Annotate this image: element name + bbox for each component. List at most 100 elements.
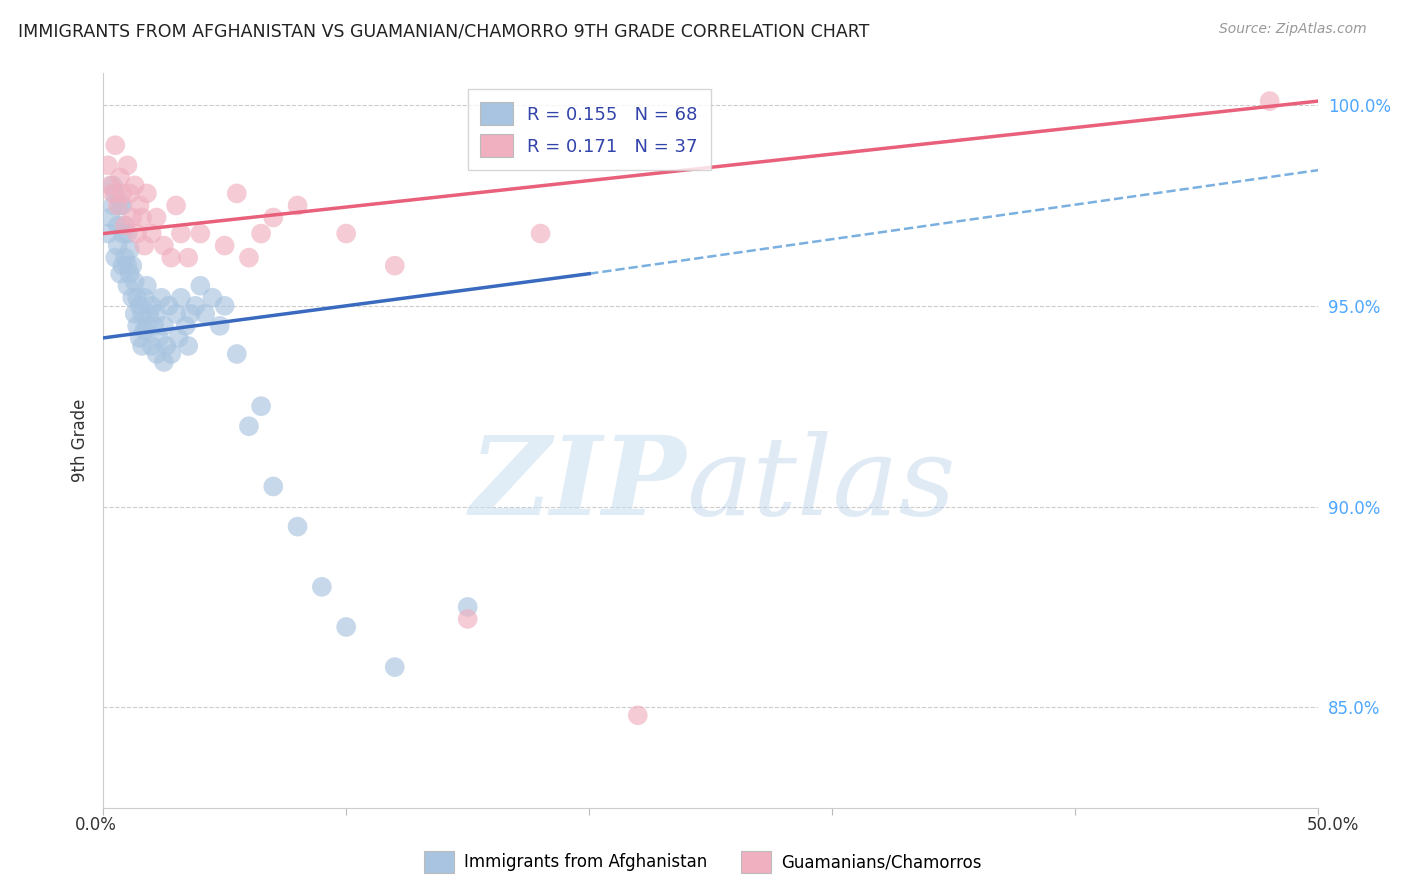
Point: [335, 227, 357, 241]
Point: [143, 318, 166, 333]
Point: [127, 318, 149, 333]
Point: [107, 238, 129, 252]
Point: [157, 299, 180, 313]
Point: [127, 227, 149, 241]
Point: [225, 186, 247, 201]
Point: [335, 620, 357, 634]
Point: [111, 259, 134, 273]
Y-axis label: 9th Grade: 9th Grade: [72, 399, 89, 482]
Point: [238, 251, 260, 265]
Point: [108, 170, 131, 185]
Point: [184, 299, 207, 313]
Point: [118, 267, 141, 281]
Point: [170, 227, 193, 241]
Point: [188, 227, 211, 241]
Point: [238, 419, 260, 434]
Point: [135, 318, 157, 333]
Point: [311, 580, 333, 594]
Point: [627, 708, 650, 723]
Point: [128, 331, 150, 345]
Text: ZIP: ZIP: [470, 431, 686, 538]
Point: [128, 198, 150, 212]
Point: [104, 186, 127, 201]
Legend: Immigrants from Afghanistan, Guamanians/Chamorros: Immigrants from Afghanistan, Guamanians/…: [418, 845, 988, 880]
Point: [214, 238, 236, 252]
Point: [134, 323, 156, 337]
Point: [121, 211, 143, 225]
Point: [148, 331, 170, 345]
Point: [101, 178, 124, 193]
Point: [250, 227, 273, 241]
Point: [174, 318, 197, 333]
Point: [97, 158, 120, 172]
Point: [165, 307, 187, 321]
Point: [107, 198, 129, 212]
Point: [118, 186, 141, 201]
Point: [100, 178, 122, 193]
Point: [104, 138, 127, 153]
Point: [114, 219, 136, 233]
Legend: R = 0.155   N = 68, R = 0.171   N = 37: R = 0.155 N = 68, R = 0.171 N = 37: [468, 89, 710, 170]
Text: Source: ZipAtlas.com: Source: ZipAtlas.com: [1219, 22, 1367, 37]
Point: [124, 178, 146, 193]
Point: [134, 291, 156, 305]
Point: [135, 278, 157, 293]
Point: [1258, 94, 1281, 108]
Point: [165, 198, 187, 212]
Point: [160, 347, 183, 361]
Point: [101, 198, 124, 212]
Point: [145, 307, 167, 321]
Point: [121, 291, 143, 305]
Point: [250, 399, 273, 413]
Point: [153, 318, 176, 333]
Text: 0.0%: 0.0%: [75, 816, 117, 834]
Point: [262, 479, 284, 493]
Point: [104, 251, 127, 265]
Point: [117, 259, 139, 273]
Point: [131, 211, 153, 225]
Point: [180, 307, 202, 321]
Point: [457, 612, 479, 626]
Point: [188, 278, 211, 293]
Text: atlas: atlas: [686, 431, 956, 538]
Point: [107, 219, 129, 233]
Point: [114, 251, 136, 265]
Point: [117, 278, 139, 293]
Point: [127, 291, 149, 305]
Point: [97, 227, 120, 241]
Point: [262, 211, 284, 225]
Point: [194, 307, 217, 321]
Point: [177, 251, 200, 265]
Point: [117, 227, 139, 241]
Point: [141, 299, 163, 313]
Point: [128, 299, 150, 313]
Point: [153, 355, 176, 369]
Point: [111, 186, 134, 201]
Point: [214, 299, 236, 313]
Point: [101, 186, 124, 201]
Point: [153, 238, 176, 252]
Point: [100, 211, 122, 225]
Point: [177, 339, 200, 353]
Point: [529, 227, 551, 241]
Point: [160, 251, 183, 265]
Point: [457, 599, 479, 614]
Point: [141, 227, 163, 241]
Point: [145, 211, 167, 225]
Text: IMMIGRANTS FROM AFGHANISTAN VS GUAMANIAN/CHAMORRO 9TH GRADE CORRELATION CHART: IMMIGRANTS FROM AFGHANISTAN VS GUAMANIAN…: [18, 22, 870, 40]
Point: [121, 259, 143, 273]
Point: [145, 347, 167, 361]
Point: [201, 291, 224, 305]
Point: [135, 186, 157, 201]
Point: [108, 267, 131, 281]
Point: [108, 198, 131, 212]
Point: [118, 243, 141, 257]
Point: [114, 219, 136, 233]
Point: [167, 331, 190, 345]
Point: [111, 227, 134, 241]
Point: [287, 519, 309, 533]
Point: [138, 307, 160, 321]
Point: [117, 158, 139, 172]
Point: [111, 198, 134, 212]
Point: [150, 291, 173, 305]
